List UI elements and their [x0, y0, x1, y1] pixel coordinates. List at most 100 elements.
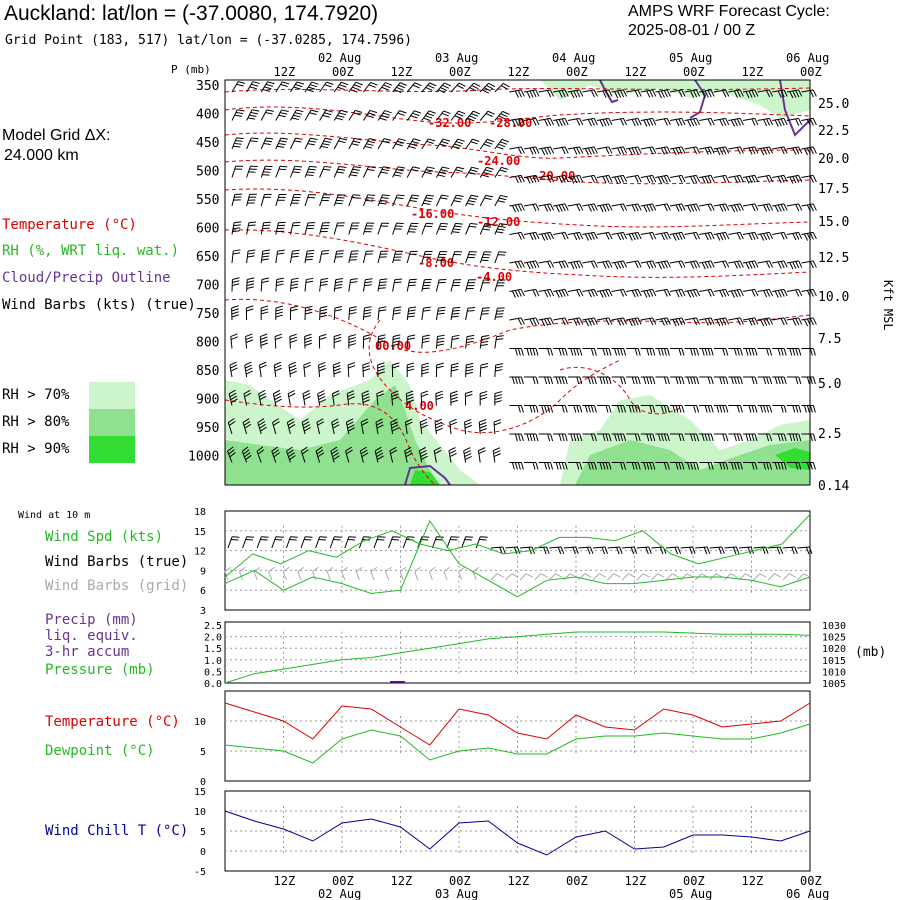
xs-wind-barb-flag [695, 175, 701, 183]
xs-wind-barb-flag [379, 281, 387, 284]
xs-wind-barb-flag [398, 138, 406, 142]
xs-wind-barb-flag [318, 367, 327, 372]
xs-wind-barb-flag [535, 405, 539, 413]
xs-wind-barb-flag [295, 83, 303, 88]
wind-barb-grid [472, 571, 477, 581]
xs-wind-barb-flag [733, 204, 738, 212]
xs-wind-barb-flag [593, 462, 597, 470]
xs-wind-barb-flag [576, 376, 580, 385]
xs-wind-barb-flag [444, 82, 452, 87]
xs-wind-barb-flag [480, 396, 488, 400]
wind-barb-grid-flag [730, 573, 738, 578]
xs-wind-barb-flag [620, 175, 625, 183]
xs-wind-barb-flag [774, 462, 778, 470]
xs-wind-barb-flag [602, 290, 607, 298]
xs-wind-barb-flag [590, 118, 595, 126]
xs-wind-barb-flag [378, 287, 386, 290]
xs-wind-barb-flag [725, 89, 730, 97]
xs-wind-barb [538, 260, 551, 264]
wind-barb-true-flag [616, 547, 620, 555]
xs-wind-barb [363, 82, 372, 93]
xs-wind-barb-flag [262, 249, 271, 252]
xs-wind-barb-flag [809, 348, 813, 356]
xs-wind-barb-flag [701, 262, 706, 270]
wind-barb-grid [239, 571, 244, 581]
xs-wind-barb-flag [428, 138, 436, 142]
xs-wind-barb-flag [249, 114, 257, 118]
xs-wind-barb [479, 195, 487, 207]
xs-wind-barb-flag [798, 260, 803, 268]
xs-wind-barb-flag [454, 225, 462, 228]
wind-barb-true-flag [703, 547, 708, 555]
xs-wind-barb-flag [457, 138, 465, 142]
xs-wind-barb-flag [453, 228, 461, 231]
xs-wind-barb-flag [579, 405, 583, 413]
bottom-hour-label: 12Z [625, 874, 647, 888]
xs-wind-barb-flag [391, 393, 399, 398]
xs-wind-barb-flag [666, 232, 671, 240]
xs-wind-barb-flag [334, 284, 343, 287]
xs-wind-barb-flag [363, 315, 371, 318]
xs-wind-barb-flag [701, 433, 705, 442]
xs-wind-barb-flag [558, 176, 563, 184]
xs-wind-barb-flag [707, 348, 711, 356]
xs-wind-barb-flag [449, 421, 457, 426]
xs-wind-barb-flag [261, 258, 269, 261]
xs-wind-barb-flag [663, 175, 668, 183]
xs-wind-barb-flag [549, 260, 555, 268]
xs-wind-barb-flag [498, 197, 507, 201]
xs-wind-barb-flag [520, 118, 525, 126]
xs-wind-barb-flag [547, 232, 552, 240]
xs-wind-barb-flag [422, 340, 430, 344]
xs-wind-barb-flag [336, 171, 344, 174]
xs-wind-barb-flag [362, 368, 371, 372]
xs-wind-barb-flag [532, 318, 537, 326]
xs-wind-barb-flag [798, 203, 803, 211]
wind-barb-true-flag [572, 547, 576, 555]
xs-wind-barb-flag [593, 203, 598, 211]
xs-wind-barb-flag [754, 175, 759, 183]
xs-wind-barb [479, 279, 484, 292]
xs-wind-barb-flag [614, 348, 618, 356]
xs-wind-barb-flag [693, 90, 698, 98]
xs-wind-barb-flag [334, 339, 342, 343]
xs-wind-barb-flag [288, 452, 295, 458]
xs-wind-barb-flag [736, 376, 740, 385]
xs-wind-barb-flag [739, 376, 743, 385]
xs-wind-barb-flag [405, 418, 413, 423]
wind-barb-true-flag [479, 539, 487, 541]
xs-wind-barb-flag [803, 148, 808, 156]
wind-barb-grid [297, 571, 302, 581]
xs-wind-barb-flag [291, 277, 299, 281]
xs-wind-barb-flag [419, 449, 427, 455]
xs-wind-barb-flag [550, 405, 554, 413]
xs-wind-barb [596, 231, 609, 235]
wind-barb-true-flag [464, 539, 472, 541]
xs-wind-barb-flag [774, 376, 778, 385]
wind-barb-true [329, 536, 335, 549]
xs-wind-barb-flag [451, 337, 460, 341]
xs-wind-barb [275, 279, 278, 292]
xs-wind-barb-flag [657, 433, 661, 442]
wind-barb-grid-flag [472, 566, 480, 572]
xs-wind-barb-flag [576, 462, 580, 470]
wind-barb-true-flag [633, 546, 638, 554]
xs-wind-barb-flag [436, 343, 444, 347]
xs-wind-barb-flag [710, 203, 715, 211]
xs-wind-barb [275, 81, 283, 93]
xs-wind-barb-flag [646, 348, 650, 356]
xs-wind-barb-flag [347, 424, 355, 429]
bottom-hour-labels: 12Z 00Z 12Z 00Z 12Z 00Z 12Z 00Z 12Z 00Z [274, 874, 822, 888]
xs-wind-barb-flag [620, 318, 625, 326]
xs-wind-barb-flag [499, 223, 508, 226]
y-tick: 6 [200, 586, 206, 597]
xs-wind-barb-flag [526, 433, 530, 442]
xs-wind-barb-flag [368, 166, 376, 169]
xs-wind-barb-flag [229, 452, 236, 458]
wind-barb-true [549, 546, 562, 549]
wind-barb-true-flag [275, 536, 284, 538]
xs-wind-barb-flag [347, 393, 355, 398]
top-date-label: 06 Aug [786, 51, 829, 65]
xs-wind-barb-flag [514, 204, 519, 212]
xs-wind-barb-flag [652, 317, 657, 325]
